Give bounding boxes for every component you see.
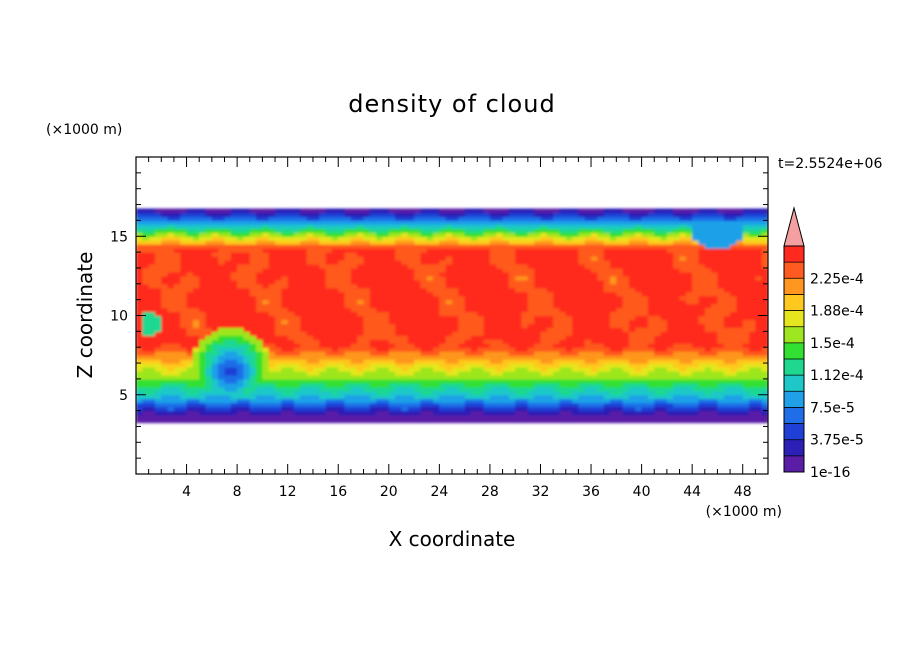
density-cells <box>136 208 768 424</box>
colorbar-segment <box>784 391 804 408</box>
colorbar-segment <box>784 439 804 457</box>
colorbar-segment <box>784 278 804 295</box>
colorbar-segment <box>784 262 804 279</box>
density-field <box>136 208 768 424</box>
colorbar-segment <box>784 375 804 392</box>
colorbar-tick-label: 2.25e-4 <box>810 271 864 287</box>
colorbar-tick-label: 1e-16 <box>810 465 850 481</box>
x-tick-label: 20 <box>380 484 398 500</box>
x-tick-label: 44 <box>683 484 701 500</box>
y-axis-title: Z coordinate <box>73 252 97 379</box>
x-tick-label: 24 <box>430 484 448 500</box>
x-unit-label: (×1000 m) <box>706 504 782 520</box>
colorbar-segment <box>784 342 804 360</box>
x-tick-label: 12 <box>279 484 297 500</box>
colorbar-segment <box>784 359 804 376</box>
colorbar: 1e-16 3.75e-5 7.5e-5 1.12e-4 1.5e-4 1.88e-4 2.… <box>783 206 864 481</box>
y-axis: 5 10 15 <box>110 172 768 459</box>
colorbar-tick-label: 1.88e-4 <box>810 304 864 320</box>
x-tick-label: 32 <box>532 484 550 500</box>
colorbar-tick-label: 1.12e-4 <box>810 368 864 384</box>
colorbar-segment <box>784 455 804 473</box>
x-tick-label: 48 <box>734 484 752 500</box>
y-tick-label: 5 <box>119 388 128 404</box>
colorbar-tick-label: 3.75e-5 <box>810 433 864 449</box>
colorbar-extend-triangle <box>783 206 805 247</box>
y-tick-label: 10 <box>110 309 128 325</box>
x-tick-label: 36 <box>582 484 600 500</box>
time-label: t=2.5524e+06 <box>778 156 882 172</box>
colorbar-tick-label: 1.5e-4 <box>810 336 855 352</box>
chart-title: density of cloud <box>348 90 555 118</box>
colorbar-segment <box>784 326 804 344</box>
colorbar-segment <box>784 294 804 311</box>
colorbar-segment <box>784 246 804 263</box>
x-tick-label: 16 <box>329 484 347 500</box>
colorbar-segment <box>784 310 804 328</box>
x-tick-label: 8 <box>233 484 242 500</box>
y-unit-label: (×1000 m) <box>46 122 122 138</box>
x-tick-label: 40 <box>633 484 651 500</box>
colorbar-segment <box>784 423 804 441</box>
colorbar-segment <box>784 407 804 424</box>
colorbar-tick-label: 7.5e-5 <box>810 400 855 416</box>
x-tick-label: 4 <box>182 484 191 500</box>
y-tick-label: 15 <box>110 229 128 245</box>
x-axis-title: X coordinate <box>389 527 516 551</box>
x-tick-label: 28 <box>481 484 499 500</box>
x-axis: 4 8 12 16 20 24 28 32 36 40 44 48 <box>148 157 756 500</box>
